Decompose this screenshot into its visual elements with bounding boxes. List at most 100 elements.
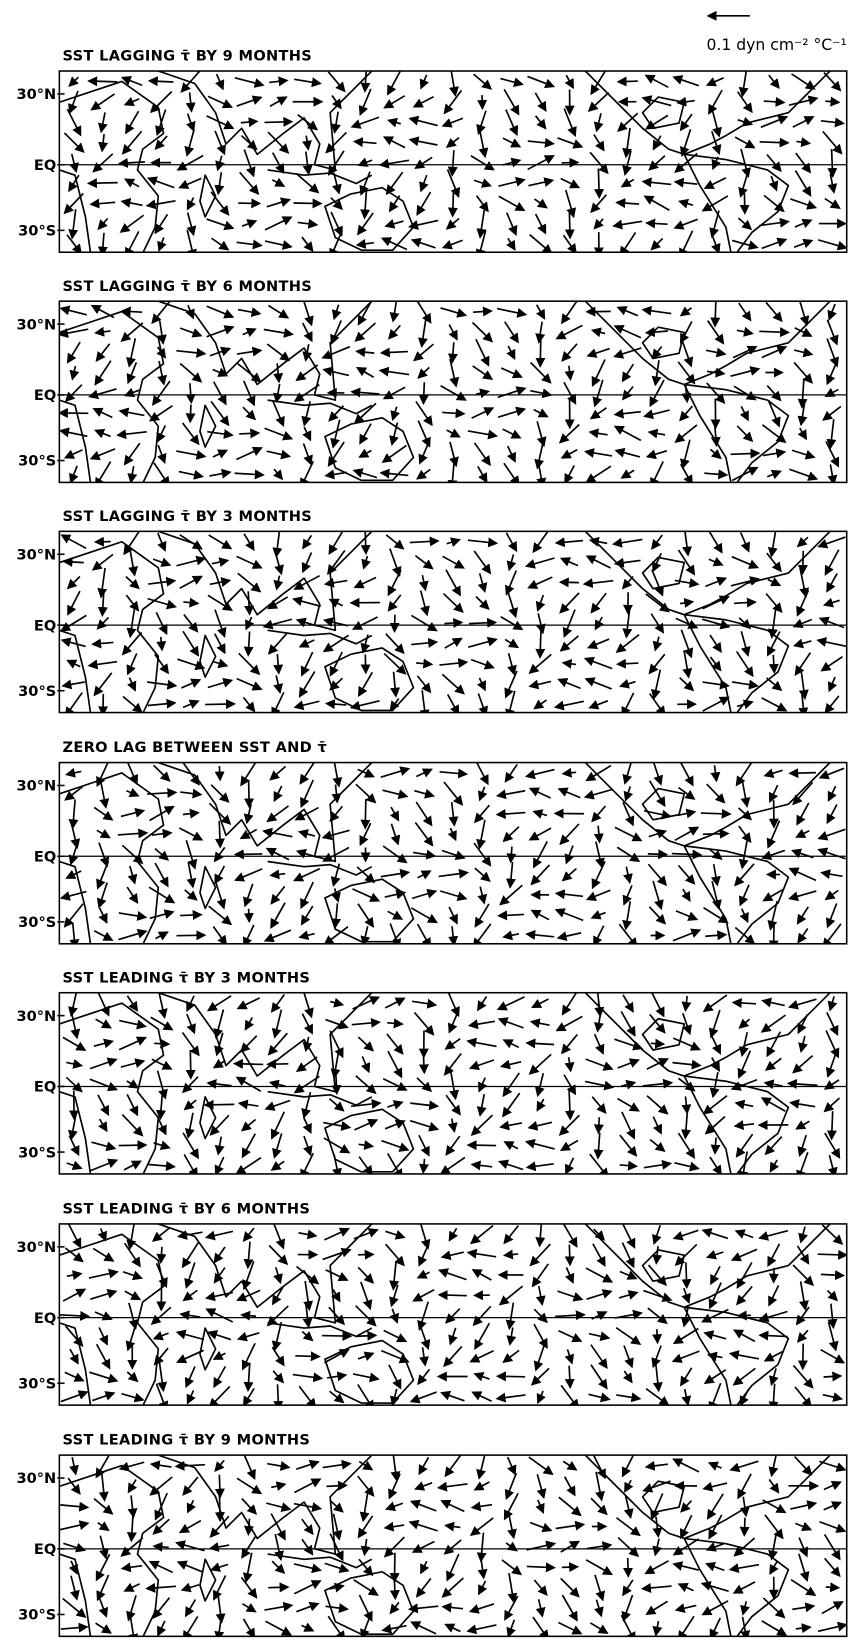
vector-arrow [360, 71, 371, 93]
vector-arrow [617, 1536, 640, 1558]
vector-arrow [182, 808, 200, 819]
vector-arrow [126, 1512, 137, 1543]
vector-arrow [330, 997, 345, 1008]
vector-arrow [535, 629, 546, 659]
vector-arrow [702, 828, 730, 839]
vector-arrow [324, 699, 347, 710]
vector-arrow [208, 1385, 231, 1406]
vector-arrow [97, 112, 108, 134]
vector-arrow [702, 595, 730, 610]
vector-arrow [380, 868, 411, 879]
vector-arrow [186, 1013, 196, 1035]
vector-arrow [591, 860, 606, 890]
vector-arrow [679, 306, 693, 317]
vector-arrow [98, 907, 108, 924]
vector-arrow [445, 1094, 461, 1116]
vector-arrow [497, 406, 527, 418]
vector-arrow [329, 677, 343, 691]
vector-arrow [792, 781, 814, 806]
vector-arrow [672, 1561, 699, 1571]
vector-arrow [734, 926, 756, 944]
vector-arrow [69, 153, 79, 174]
vector-arrow [787, 998, 817, 1010]
vector-arrow [614, 447, 641, 458]
vector-arrow [583, 788, 613, 800]
vector-arrow [331, 784, 342, 804]
vector-arrow [209, 1114, 230, 1136]
vector-arrow [585, 1559, 613, 1576]
vector-arrow [301, 236, 314, 253]
vector-arrow [89, 1158, 119, 1172]
vector-arrow [236, 1477, 263, 1495]
vector-arrow [591, 805, 607, 823]
vector-arrow [207, 429, 234, 439]
vector-arrow [792, 618, 813, 629]
vector-arrow [415, 801, 433, 827]
vector-arrow [322, 617, 349, 627]
vector-arrow [302, 1036, 313, 1053]
vector-arrow [473, 178, 492, 188]
vector-arrow [382, 386, 406, 400]
vector-arrow [497, 386, 527, 399]
vector-arrow [554, 889, 584, 900]
vector-arrow [470, 1114, 494, 1136]
vector-arrow [730, 576, 761, 587]
vector-arrow [680, 629, 694, 659]
vector-arrow [186, 197, 196, 211]
vector-arrow [504, 1595, 519, 1621]
vector-arrow [436, 1481, 468, 1492]
vector-arrow [93, 1038, 115, 1049]
vector-arrow [767, 1243, 781, 1267]
vector-arrow [615, 1327, 642, 1346]
vector-arrow [68, 90, 79, 115]
vector-arrow [475, 195, 489, 213]
vector-arrow [241, 1342, 256, 1371]
vector-arrow [245, 616, 255, 631]
vector-arrow [621, 1223, 636, 1249]
vector-arrow [648, 155, 666, 171]
vector-arrow [412, 1289, 435, 1302]
vector-arrow [389, 1388, 400, 1406]
vector-arrow [89, 1057, 118, 1070]
vector-arrow [444, 637, 463, 649]
vector-arrow [476, 1455, 486, 1480]
vector-arrow [209, 346, 232, 357]
vector-arrow [209, 1515, 230, 1539]
vector-arrow [181, 678, 202, 689]
vector-arrow [729, 1460, 759, 1473]
vector-arrow [621, 385, 634, 401]
vector-arrow [213, 846, 226, 863]
vector-arrow [293, 574, 321, 590]
vector-arrow [239, 1035, 258, 1053]
vector-arrow [559, 592, 580, 614]
vector-arrow [273, 675, 284, 694]
vector-arrow [151, 1058, 173, 1070]
vector-arrow [796, 906, 809, 925]
vector-arrow [298, 638, 315, 648]
vector-arrow [66, 575, 81, 590]
vector-arrow [324, 1227, 350, 1241]
vector-arrow [765, 677, 783, 692]
vector-arrow [301, 1330, 314, 1342]
vector-arrow [389, 1576, 400, 1601]
vector-arrow [123, 387, 140, 398]
vector-arrow [737, 217, 753, 231]
vector-arrow [525, 929, 555, 940]
vector-arrow [267, 1461, 291, 1471]
vector-arrow [416, 658, 434, 669]
vector-arrow [120, 322, 144, 342]
vector-arrow [179, 827, 204, 841]
vector-arrow [557, 137, 584, 149]
vector-arrow [585, 889, 611, 901]
vector-arrow [97, 232, 108, 253]
vector-arrow [324, 469, 347, 480]
vector-arrow [264, 216, 293, 231]
vector-arrow [66, 1059, 84, 1069]
vector-arrow [621, 1079, 637, 1090]
vector-arrow [759, 327, 791, 338]
vector-arrow [594, 616, 604, 631]
vector-arrow [126, 787, 140, 798]
vector-arrow [651, 534, 663, 550]
vector-arrow [622, 901, 633, 931]
